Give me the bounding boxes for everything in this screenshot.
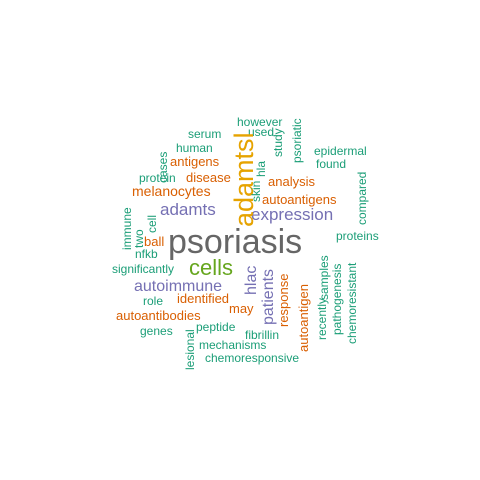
word-identified: identified (177, 291, 229, 306)
word-hla: hla (254, 161, 268, 177)
word-lesional: lesional (183, 329, 197, 370)
word-role: role (143, 294, 163, 308)
word-peptide: peptide (196, 320, 236, 334)
word-study: study (271, 128, 285, 157)
word-hlac: hlac (243, 266, 260, 295)
word-patients: patients (260, 269, 277, 325)
word-skin: skin (249, 181, 263, 202)
word-pathogenesis: pathogenesis (330, 264, 344, 335)
word-cell: cell (145, 215, 159, 233)
word-autoantibodies: autoantibodies (116, 308, 201, 323)
word-may: may (229, 301, 254, 316)
word-autoimmune: autoimmune (134, 278, 222, 295)
word-psoriatic: psoriatic (290, 118, 304, 163)
word-fibrillin: fibrillin (245, 328, 279, 342)
word-autoantigen: autoantigen (296, 284, 311, 352)
word-expression: expression (251, 205, 333, 224)
word-adamtsl: adamtsl (229, 132, 259, 227)
word-adamts: adamts (160, 200, 216, 219)
word-response: response (276, 274, 291, 327)
word-found: found (316, 157, 346, 171)
word-protein: protein (139, 171, 176, 185)
word-cells: cells (189, 255, 233, 280)
word-recently: recently (315, 298, 329, 340)
word-significantly: significantly (112, 262, 174, 276)
word-two: two (132, 229, 146, 248)
word-epidermal: epidermal (314, 144, 367, 158)
word-genes: genes (140, 324, 173, 338)
word-samples: samples (317, 255, 331, 300)
word-chemoresistant: chemoresistant (345, 262, 359, 344)
word-cases: cases (156, 152, 170, 183)
word-antigens: antigens (170, 154, 220, 169)
word-however: however (237, 115, 282, 129)
word-used: used (248, 125, 274, 139)
word-analysis: analysis (268, 174, 315, 189)
word-ball: ball (144, 234, 164, 249)
word-compared: compared (355, 172, 369, 225)
word-autoantigens: autoantigens (262, 192, 337, 207)
word-human: human (176, 141, 213, 155)
word-tcell: mechanisms (199, 338, 266, 352)
word-disease: disease (186, 170, 231, 185)
word-serum: serum (188, 127, 221, 141)
word-proteins: proteins (336, 229, 379, 243)
word-nfkb: nfkb (135, 247, 158, 261)
word-psoriasis: psoriasis (168, 223, 302, 261)
word-immune: immune (120, 207, 134, 250)
word-mechanisms: chemoresponsive (205, 351, 299, 365)
word-melanocytes: melanocytes (132, 183, 211, 199)
